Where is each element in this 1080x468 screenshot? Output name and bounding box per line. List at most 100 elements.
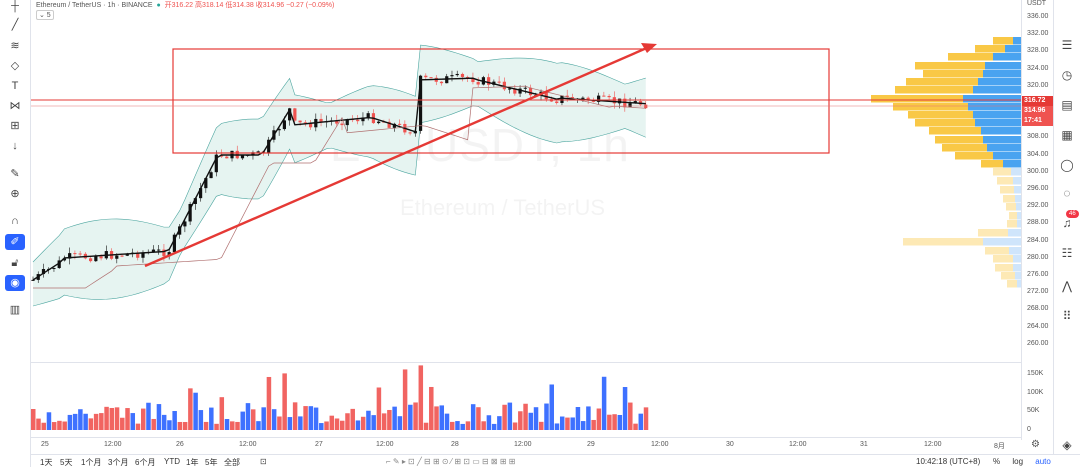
chart-icon[interactable]: ⋀: [1062, 279, 1072, 293]
data-window-icon[interactable]: ▦: [1061, 128, 1073, 142]
profile-bar-yellow: [975, 45, 1005, 53]
volume-bar: [303, 406, 308, 430]
watchlist-icon[interactable]: ☰: [1061, 38, 1073, 52]
volume-bar: [491, 423, 497, 430]
volume-bar: [125, 408, 130, 430]
eye-icon[interactable]: ◉: [5, 275, 25, 291]
candle-body: [225, 156, 229, 159]
volume-bar: [308, 406, 314, 430]
measure-icon[interactable]: ⊞: [10, 119, 20, 132]
news-icon[interactable]: ▤: [1061, 98, 1073, 112]
auto-toggle[interactable]: auto: [1035, 457, 1051, 466]
price-axis[interactable]: USDT 336.00332.00328.00324.00320.00316.0…: [1021, 0, 1055, 440]
notification-icon[interactable]: ♫: [1062, 216, 1072, 230]
profile-bar-blue: [1016, 203, 1021, 211]
calendar-icon[interactable]: ☷: [1061, 246, 1073, 260]
profile-bar-blue: [973, 86, 1021, 94]
profile-bar-yellow: [1009, 212, 1017, 220]
price-tick: 260.00: [1027, 339, 1049, 347]
symbol-title[interactable]: Ethereum / TetherUS · 1h · BINANCE: [36, 2, 153, 9]
brush-icon[interactable]: ◇: [10, 59, 20, 72]
volume-bar: [570, 417, 575, 430]
volume-bar: [36, 418, 41, 430]
profile-bar-yellow: [1006, 203, 1016, 211]
profile-bar-blue: [968, 103, 1021, 111]
volume-bar: [408, 404, 413, 430]
bollinger-lower: [32, 105, 646, 307]
indicator-collapse-button[interactable]: ⌄ 5: [36, 10, 54, 20]
profile-bar-blue: [1011, 168, 1021, 176]
ruler-icon[interactable]: ✎: [10, 167, 20, 180]
volume-bar: [329, 415, 335, 430]
layout-icon[interactable]: ⠿: [1062, 309, 1072, 323]
range-button[interactable]: 5天: [60, 458, 73, 467]
range-button[interactable]: 1个月: [81, 458, 102, 467]
volume-bar: [167, 420, 172, 430]
profile-bar-blue: [983, 70, 1021, 78]
time-axis[interactable]: 25 12:00 26 12:00 27 12:00 28 12:00 29 12:00 30 12:…: [31, 437, 1021, 453]
volume-bar: [188, 388, 193, 430]
candle-body: [120, 255, 124, 257]
currency-label[interactable]: USDT: [1027, 0, 1047, 7]
trend-line-icon[interactable]: ╱: [11, 18, 19, 31]
volume-bar: [544, 403, 549, 430]
alert-icon[interactable]: ◷: [1061, 68, 1073, 82]
zoom-in-icon[interactable]: ⊕: [10, 187, 20, 200]
candle-body: [277, 129, 281, 131]
volume-bar: [250, 409, 256, 430]
candle-body: [256, 151, 260, 153]
crosshair-icon[interactable]: ┼: [11, 0, 19, 12]
volume-bar: [455, 421, 460, 430]
log-toggle[interactable]: log: [1012, 457, 1024, 466]
layers-icon[interactable]: ◈: [1062, 438, 1072, 452]
trash-icon[interactable]: ▥: [9, 303, 21, 316]
range-button[interactable]: 1天: [40, 458, 53, 467]
pattern-icon[interactable]: ⋈: [9, 99, 21, 112]
arrow-down-icon[interactable]: ↓: [12, 139, 18, 152]
lock-icon[interactable]: 🔓︎: [11, 256, 19, 269]
settings-gear-icon[interactable]: ⚙: [1031, 439, 1040, 450]
candle-body: [319, 118, 323, 123]
percent-toggle[interactable]: %: [993, 457, 1001, 466]
notification-badge: 46: [1066, 210, 1079, 218]
range-button[interactable]: YTD: [164, 457, 180, 466]
range-button[interactable]: 5年: [205, 458, 218, 467]
fib-icon[interactable]: ≋: [10, 39, 20, 52]
candle-body: [555, 101, 559, 104]
volume-bar: [161, 414, 167, 430]
time-tick: 12:00: [239, 441, 257, 448]
time-tick: 29: [587, 441, 595, 448]
price-chart[interactable]: [31, 0, 1021, 430]
profile-bar-blue: [993, 53, 1021, 61]
goto-date-icon[interactable]: ⊡: [260, 457, 267, 466]
chat-icon[interactable]: ◯: [1060, 158, 1074, 172]
profile-bar-yellow: [978, 229, 1008, 237]
range-button[interactable]: 6个月: [135, 458, 156, 467]
ohlc-close: 收314.96: [255, 2, 285, 9]
candle-body: [528, 87, 533, 96]
range-button[interactable]: 全部: [224, 458, 240, 467]
price-tick: 268.00: [1027, 305, 1049, 313]
volume-bar: [502, 404, 507, 430]
ideas-icon[interactable]: ◌: [1063, 186, 1071, 200]
range-button[interactable]: 3个月: [108, 458, 129, 467]
time-tick: 30: [726, 441, 734, 448]
text-icon[interactable]: T: [11, 79, 19, 92]
magnet-icon[interactable]: ∩: [11, 214, 19, 227]
candle-body: [183, 221, 187, 227]
volume-bar: [486, 415, 492, 430]
volume-bar: [109, 407, 115, 430]
trend-arrow-line: [144, 45, 650, 268]
drawing-tools-strip[interactable]: ⌐ ✎ ▸ ⊡ ╱ ⊟ ⊞ ⊙ ⁄ ⊞ ⊡ ▭ ⊟ ⊠ ⊞ ⊞: [386, 457, 516, 466]
profile-bar-yellow: [1003, 195, 1015, 203]
volume-bar: [586, 406, 591, 430]
range-button[interactable]: 1年: [186, 458, 199, 467]
volume-bar: [261, 407, 266, 430]
lock-drawing-icon[interactable]: ✐: [5, 234, 25, 250]
clock[interactable]: 10:42:18 (UTC+8): [916, 457, 981, 466]
volume-bar: [140, 408, 146, 430]
candle-body: [617, 98, 622, 104]
candle-body: [460, 73, 465, 77]
profile-bar-blue: [983, 238, 1021, 246]
candle-body: [345, 119, 349, 126]
